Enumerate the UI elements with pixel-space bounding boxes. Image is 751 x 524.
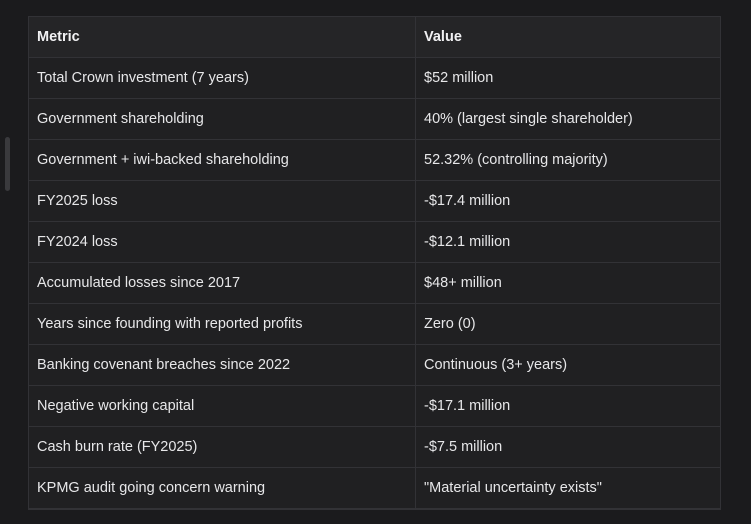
column-header-metric: Metric — [29, 17, 416, 58]
metric-cell: Negative working capital — [29, 385, 416, 427]
value-cell: 40% (largest single shareholder) — [415, 98, 720, 140]
metric-cell: FY2025 loss — [29, 180, 416, 222]
metric-cell: Total Crown investment (7 years) — [29, 57, 416, 99]
metric-cell: Years since founding with reported profi… — [29, 303, 416, 345]
metric-cell: Banking covenant breaches since 2022 — [29, 344, 416, 386]
value-cell: 52.32% (controlling majority) — [415, 139, 720, 181]
metric-cell: Cash burn rate (FY2025) — [29, 426, 416, 468]
metrics-table: Metric Value Total Crown investment (7 y… — [29, 17, 720, 509]
metrics-table-container: Metric Value Total Crown investment (7 y… — [28, 16, 721, 510]
table-row: KPMG audit going concern warning "Materi… — [29, 467, 720, 509]
scrollbar-handle[interactable] — [5, 137, 10, 191]
value-cell: -$7.5 million — [415, 426, 720, 468]
value-cell: -$12.1 million — [415, 221, 720, 263]
table-row: Negative working capital -$17.1 million — [29, 385, 720, 427]
table-row: FY2024 loss -$12.1 million — [29, 221, 720, 263]
value-cell: Zero (0) — [415, 303, 720, 345]
table-row: Total Crown investment (7 years) $52 mil… — [29, 57, 720, 99]
value-cell: $48+ million — [415, 262, 720, 304]
table-row: Government + iwi-backed shareholding 52.… — [29, 139, 720, 181]
table-row: Banking covenant breaches since 2022 Con… — [29, 344, 720, 386]
metric-cell: FY2024 loss — [29, 221, 416, 263]
value-cell: -$17.1 million — [415, 385, 720, 427]
value-cell: Continuous (3+ years) — [415, 344, 720, 386]
table-header-row: Metric Value — [29, 17, 720, 58]
metric-cell: Accumulated losses since 2017 — [29, 262, 416, 304]
metric-cell: Government shareholding — [29, 98, 416, 140]
table-row: FY2025 loss -$17.4 million — [29, 180, 720, 222]
table-row: Government shareholding 40% (largest sin… — [29, 98, 720, 140]
metric-cell: KPMG audit going concern warning — [29, 467, 416, 509]
table-row: Years since founding with reported profi… — [29, 303, 720, 345]
metric-cell: Government + iwi-backed shareholding — [29, 139, 416, 181]
column-header-value: Value — [415, 17, 720, 58]
value-cell: -$17.4 million — [415, 180, 720, 222]
table-row: Cash burn rate (FY2025) -$7.5 million — [29, 426, 720, 468]
value-cell: "Material uncertainty exists" — [415, 467, 720, 509]
table-row: Accumulated losses since 2017 $48+ milli… — [29, 262, 720, 304]
value-cell: $52 million — [415, 57, 720, 99]
